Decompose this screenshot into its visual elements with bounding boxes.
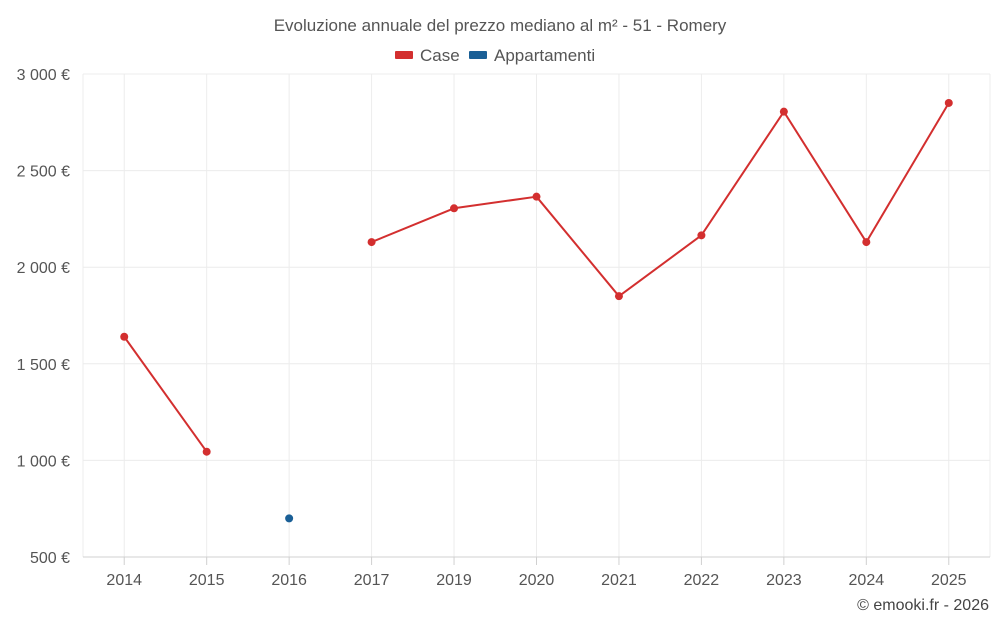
series bbox=[120, 98, 953, 523]
x-tick-label: 2025 bbox=[931, 572, 967, 589]
series-line-case bbox=[123, 336, 208, 453]
data-point-case-2015 bbox=[202, 447, 211, 456]
chart-title: Evoluzione annuale del prezzo mediano al… bbox=[274, 16, 727, 35]
x-tick-label: 2020 bbox=[519, 572, 555, 589]
data-point-case-2020 bbox=[532, 192, 541, 201]
data-point-case-2017 bbox=[367, 238, 376, 247]
legend[interactable]: Case Appartamenti bbox=[395, 46, 595, 65]
x-tick-label: 2021 bbox=[601, 572, 637, 589]
legend-label-appartamenti: Appartamenti bbox=[494, 46, 595, 65]
series-line-case bbox=[371, 102, 950, 298]
y-tick-label: 500 € bbox=[30, 550, 70, 567]
y-tick-label: 2 500 € bbox=[17, 164, 70, 181]
x-tick-label: 2014 bbox=[106, 572, 142, 589]
x-axis: 2014 2015 2016 2017 2019 2020 2021 2022 2023 2024… bbox=[83, 556, 990, 589]
legend-item-case[interactable]: Case bbox=[395, 46, 460, 65]
credit-text: © emooki.fr - 2026 bbox=[857, 597, 989, 614]
data-point-case-2014 bbox=[120, 332, 129, 341]
x-tick-label: 2019 bbox=[436, 572, 472, 589]
x-tick-label: 2024 bbox=[849, 572, 885, 589]
legend-swatch-case bbox=[395, 51, 413, 59]
x-tick-label: 2017 bbox=[354, 572, 390, 589]
x-tick-label: 2022 bbox=[684, 572, 720, 589]
y-tick-label: 2 000 € bbox=[17, 260, 70, 277]
y-tick-label: 1 500 € bbox=[17, 357, 70, 374]
legend-item-appartamenti[interactable]: Appartamenti bbox=[469, 46, 595, 65]
x-tick-label: 2015 bbox=[189, 572, 225, 589]
y-tick-label: 1 000 € bbox=[17, 453, 70, 470]
legend-label-case: Case bbox=[420, 46, 460, 65]
y-tick-label: 3 000 € bbox=[17, 67, 70, 84]
data-point-appartamenti-2016 bbox=[285, 514, 294, 523]
data-point-case-2021 bbox=[614, 292, 623, 301]
data-point-case-2023 bbox=[779, 107, 788, 116]
grid bbox=[82, 73, 991, 557]
data-point-case-2022 bbox=[697, 231, 706, 240]
y-axis: 500 € 1 000 € 1 500 € 2 000 € 2 500 € 3 000 € bbox=[17, 67, 70, 567]
x-tick-label: 2016 bbox=[271, 572, 307, 589]
data-point-case-2019 bbox=[450, 204, 459, 213]
x-tick-label: 2023 bbox=[766, 572, 802, 589]
data-point-case-2025 bbox=[944, 98, 953, 107]
data-point-case-2024 bbox=[862, 238, 871, 247]
legend-swatch-appartamenti bbox=[469, 51, 487, 59]
